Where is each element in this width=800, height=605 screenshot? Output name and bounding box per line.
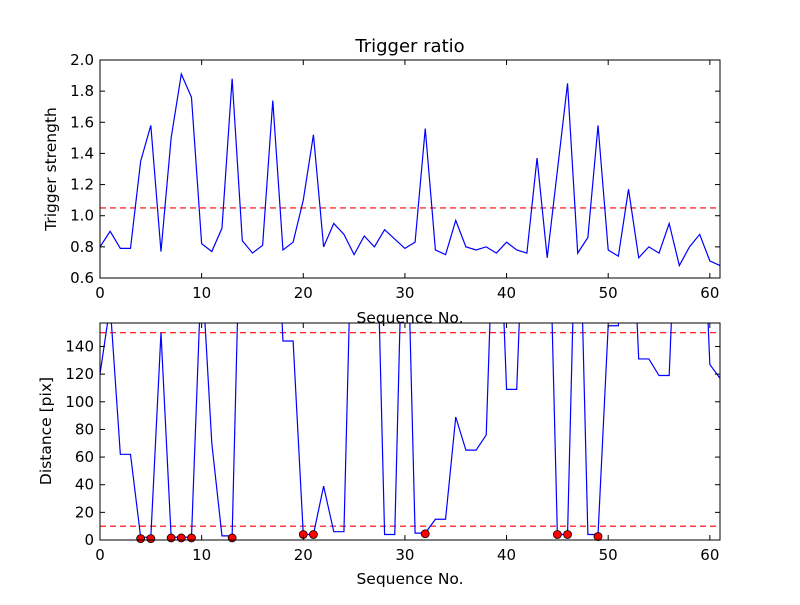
top-y-tick-label: 0.6: [70, 269, 94, 287]
top-clipped-marks: [100, 71, 720, 268]
bottom-clipped-marks: [100, 323, 720, 538]
bottom-y-tick-label: 80: [75, 420, 94, 438]
top-y-axis-label: Trigger strength: [42, 107, 60, 232]
top-y-tick-label: 1.4: [70, 144, 94, 162]
top-x-tick-label: 10: [192, 284, 211, 302]
top-y-tick-label: 1.0: [70, 207, 94, 225]
bottom-y-tick-label: 0: [84, 531, 94, 549]
top-y-tick-label: 1.6: [70, 113, 94, 131]
bottom-marker-point: [176, 533, 186, 543]
bottom-x-tick-label: 0: [95, 546, 105, 564]
top-y-tick-label: 1.2: [70, 176, 94, 194]
bottom-x-tick-label: 50: [599, 546, 618, 564]
trigger-ratio-chart: Trigger ratio 0 10 20 30 40 50 60 0.6 0.8 1.0 1.2…: [42, 36, 721, 327]
top-x-tick-label: 40: [497, 284, 516, 302]
top-x-tick-label: 50: [599, 284, 618, 302]
top-x-tick-label: 30: [395, 284, 414, 302]
bottom-plot-area: [100, 323, 720, 544]
bottom-y-tick-label: 40: [75, 476, 94, 494]
bottom-x-tick-label: 40: [497, 546, 516, 564]
top-axes-frame: [99, 59, 721, 279]
bottom-marker-point: [146, 534, 156, 544]
top-x-tick-label: 60: [700, 284, 719, 302]
top-x-ticks: 0 10 20 30 40 50 60: [95, 60, 719, 302]
bottom-x-tick-label: 60: [700, 546, 719, 564]
bottom-marker-point: [563, 530, 572, 539]
bottom-x-tick-label: 30: [395, 546, 414, 564]
bottom-x-axis-label: Sequence No.: [356, 570, 463, 588]
bottom-y-ticks: 0 20 40 60 80 100 120 140: [65, 337, 720, 549]
bottom-marker-point: [309, 530, 318, 539]
bottom-marker-point: [187, 533, 196, 543]
bottom-marker-point: [593, 532, 603, 541]
bottom-x-ticks: 0 10 20 30 40 50 60: [95, 323, 719, 564]
bottom-marker-point: [166, 533, 176, 543]
bottom-y-tick-label: 120: [65, 365, 94, 383]
top-plot-area: [100, 71, 720, 268]
bottom-marker-point: [227, 533, 237, 543]
top-y-tick-label: 2.0: [70, 51, 94, 69]
bottom-x-tick-label: 20: [294, 546, 313, 564]
bottom-y-tick-label: 100: [65, 393, 94, 411]
bottom-x-tick-label: 10: [192, 546, 211, 564]
top-y-ticks: 0.6 0.8 1.0 1.2 1.4 1.6 1.8 2.0: [70, 51, 720, 287]
bottom-series-line-0: [100, 323, 720, 538]
bottom-y-tick-label: 20: [75, 503, 94, 521]
bottom-marker-point: [420, 529, 430, 539]
top-x-tick-label: 20: [294, 284, 313, 302]
bottom-y-axis-label: Distance [pix]: [37, 377, 55, 485]
top-y-tick-label: 0.8: [70, 238, 94, 256]
top-series-line-0: [100, 71, 720, 268]
distance-chart: 0 10 20 30 40 50 60 0 20 40 60 80 100 120 140 Sequenc…: [37, 322, 721, 588]
top-x-tick-label: 0: [95, 284, 105, 302]
top-y-tick-label: 1.8: [70, 82, 94, 100]
bottom-marker-point: [136, 534, 146, 544]
bottom-marker-point: [552, 530, 562, 539]
top-chart-title: Trigger ratio: [354, 36, 464, 57]
bottom-axes-frame: [99, 322, 721, 541]
bottom-y-tick-label: 140: [65, 337, 94, 355]
bottom-y-tick-label: 60: [75, 448, 94, 466]
